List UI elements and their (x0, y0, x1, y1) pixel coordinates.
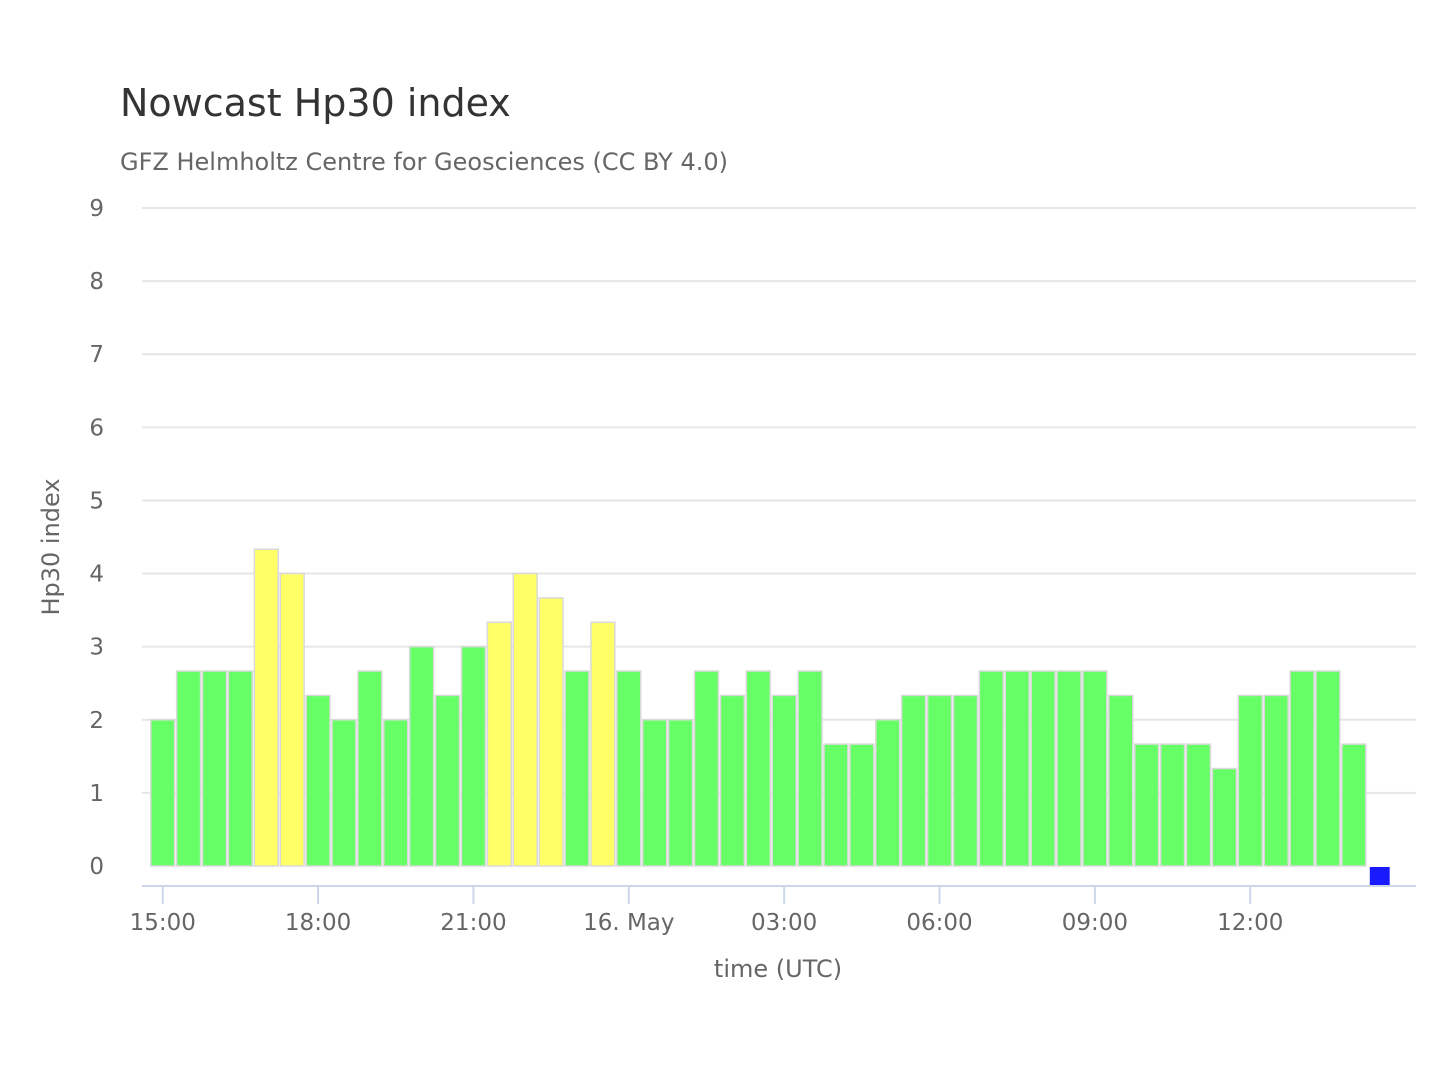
bar (1211, 767, 1238, 867)
bar (331, 719, 357, 867)
x-axis-title: time (UTC) (714, 955, 842, 983)
bar (1341, 743, 1367, 867)
bar (279, 572, 305, 867)
bar (1263, 694, 1289, 867)
bar (1030, 670, 1056, 867)
bar-series (150, 548, 1390, 885)
bar (667, 719, 694, 867)
bar (201, 670, 228, 867)
bar (978, 670, 1005, 867)
y-tick-label: 1 (89, 781, 104, 807)
bar (305, 694, 331, 867)
chart-subtitle: GFZ Helmholtz Centre for Geosciences (CC… (120, 148, 728, 176)
bar (512, 572, 538, 867)
bar (900, 694, 927, 867)
x-tick-label: 06:00 (906, 910, 972, 936)
bar (1082, 670, 1108, 867)
bar (434, 694, 461, 867)
x-tick-label: 16. May (583, 910, 674, 936)
bar (1237, 694, 1263, 867)
bar (150, 719, 176, 867)
bar (952, 694, 979, 867)
bar (745, 670, 771, 867)
y-tick-label: 9 (89, 196, 104, 222)
x-tick-label: 09:00 (1062, 910, 1128, 936)
x-tick-label: 21:00 (440, 910, 506, 936)
bar (926, 694, 953, 867)
bar (357, 670, 383, 867)
x-axis-ticks: 15:00 18:00 21:00 16. May 03:00 06:00 09:00 12:… (130, 886, 1283, 936)
bar (1056, 670, 1082, 867)
bar (1134, 743, 1160, 867)
bar (538, 597, 564, 867)
bar (460, 645, 487, 867)
y-axis-title: Hp30 index (37, 478, 65, 615)
x-tick-label: 15:00 (130, 910, 196, 936)
bar (823, 743, 849, 867)
bar (771, 694, 797, 867)
bar (849, 743, 875, 867)
bar (1185, 743, 1212, 867)
y-tick-label: 8 (89, 269, 104, 295)
bar-current-interval (1369, 867, 1390, 885)
x-tick-label: 03:00 (751, 910, 817, 936)
y-tick-label: 5 (89, 488, 104, 514)
y-tick-label: 4 (89, 562, 104, 588)
bar (486, 621, 513, 867)
x-tick-label: 18:00 (285, 910, 351, 936)
bar (1004, 670, 1030, 867)
bar (719, 694, 746, 867)
chart-title: Nowcast Hp30 index (120, 81, 511, 125)
bar (797, 670, 823, 867)
bar (642, 719, 668, 867)
bar (408, 645, 435, 867)
y-tick-label: 3 (89, 635, 104, 661)
bar (564, 670, 590, 867)
bar (693, 670, 720, 867)
y-tick-label: 6 (89, 415, 104, 441)
bar (1159, 743, 1186, 867)
bar (1108, 694, 1134, 867)
bar (1289, 670, 1315, 867)
bar (227, 670, 254, 867)
bar (1315, 670, 1341, 867)
x-tick-label: 12:00 (1217, 910, 1283, 936)
y-tick-label: 0 (89, 854, 104, 880)
y-axis-tick-labels: 0 1 2 3 4 5 6 7 8 9 (89, 196, 104, 880)
y-tick-label: 2 (89, 708, 104, 734)
bar (253, 548, 279, 867)
bar (175, 670, 202, 867)
bar (875, 719, 901, 867)
bar (616, 670, 642, 867)
bar (383, 719, 409, 867)
y-tick-label: 7 (89, 342, 104, 368)
bar (590, 621, 616, 867)
